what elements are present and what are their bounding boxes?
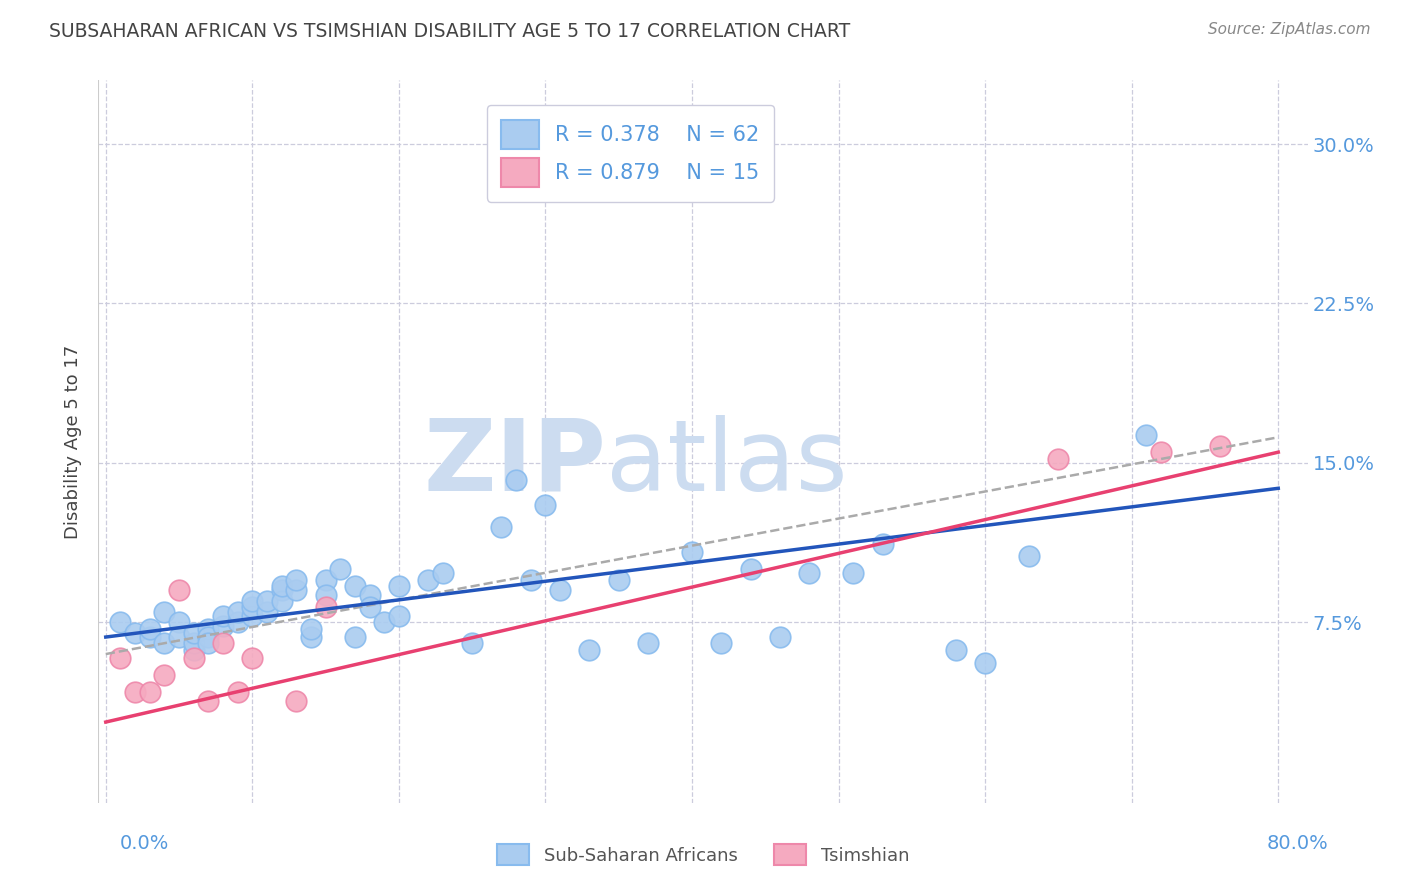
Point	[110, 651, 132, 665]
Point	[256, 594, 278, 608]
Point	[388, 579, 411, 593]
Point	[359, 600, 381, 615]
Point	[226, 685, 249, 699]
Point	[343, 579, 366, 593]
Point	[1150, 445, 1173, 459]
Point	[285, 573, 308, 587]
Point	[167, 615, 190, 630]
Point	[256, 605, 278, 619]
Point	[1018, 549, 1040, 564]
Point	[534, 498, 557, 512]
Point	[270, 594, 292, 608]
Point	[710, 636, 733, 650]
Point	[226, 605, 249, 619]
Point	[285, 583, 308, 598]
Point	[285, 694, 308, 708]
Point	[578, 642, 600, 657]
Point	[418, 573, 440, 587]
Point	[432, 566, 454, 581]
Point	[799, 566, 821, 581]
Point	[197, 694, 219, 708]
Text: 0.0%: 0.0%	[120, 834, 169, 853]
Point	[520, 573, 543, 587]
Point	[226, 615, 249, 630]
Point	[373, 615, 395, 630]
Point	[637, 636, 659, 650]
Text: Source: ZipAtlas.com: Source: ZipAtlas.com	[1208, 22, 1371, 37]
Point	[769, 630, 792, 644]
Point	[461, 636, 484, 650]
Text: SUBSAHARAN AFRICAN VS TSIMSHIAN DISABILITY AGE 5 TO 17 CORRELATION CHART: SUBSAHARAN AFRICAN VS TSIMSHIAN DISABILI…	[49, 22, 851, 41]
Point	[212, 636, 235, 650]
Point	[842, 566, 865, 581]
Point	[240, 651, 263, 665]
Point	[974, 656, 997, 670]
Point	[167, 630, 190, 644]
Point	[270, 583, 292, 598]
Y-axis label: Disability Age 5 to 17: Disability Age 5 to 17	[65, 344, 83, 539]
Point	[1208, 439, 1230, 453]
Point	[110, 615, 132, 630]
Point	[197, 622, 219, 636]
Point	[212, 608, 235, 623]
Point	[124, 625, 146, 640]
Point	[872, 536, 894, 550]
Text: 80.0%: 80.0%	[1267, 834, 1329, 853]
Point	[491, 519, 513, 533]
Point	[359, 588, 381, 602]
Point	[945, 642, 967, 657]
Legend: R = 0.378    N = 62, R = 0.879    N = 15: R = 0.378 N = 62, R = 0.879 N = 15	[486, 105, 775, 202]
Point	[138, 685, 160, 699]
Point	[124, 685, 146, 699]
Point	[183, 625, 205, 640]
Point	[212, 619, 235, 633]
Point	[315, 588, 337, 602]
Point	[505, 473, 527, 487]
Point	[740, 562, 762, 576]
Point	[167, 583, 190, 598]
Point	[153, 668, 176, 682]
Point	[197, 630, 219, 644]
Point	[1135, 428, 1157, 442]
Point	[240, 600, 263, 615]
Point	[183, 636, 205, 650]
Point	[548, 583, 571, 598]
Point	[329, 562, 352, 576]
Point	[388, 608, 411, 623]
Point	[240, 594, 263, 608]
Point	[315, 573, 337, 587]
Point	[315, 600, 337, 615]
Point	[299, 630, 322, 644]
Point	[183, 642, 205, 657]
Point	[681, 545, 703, 559]
Point	[138, 630, 160, 644]
Point	[1047, 451, 1070, 466]
Point	[153, 605, 176, 619]
Point	[197, 636, 219, 650]
Point	[153, 636, 176, 650]
Point	[183, 651, 205, 665]
Legend: Sub-Saharan Africans, Tsimshian: Sub-Saharan Africans, Tsimshian	[489, 837, 917, 872]
Text: atlas: atlas	[606, 415, 848, 512]
Point	[299, 622, 322, 636]
Point	[607, 573, 630, 587]
Point	[138, 622, 160, 636]
Point	[240, 608, 263, 623]
Point	[343, 630, 366, 644]
Text: ZIP: ZIP	[423, 415, 606, 512]
Point	[270, 579, 292, 593]
